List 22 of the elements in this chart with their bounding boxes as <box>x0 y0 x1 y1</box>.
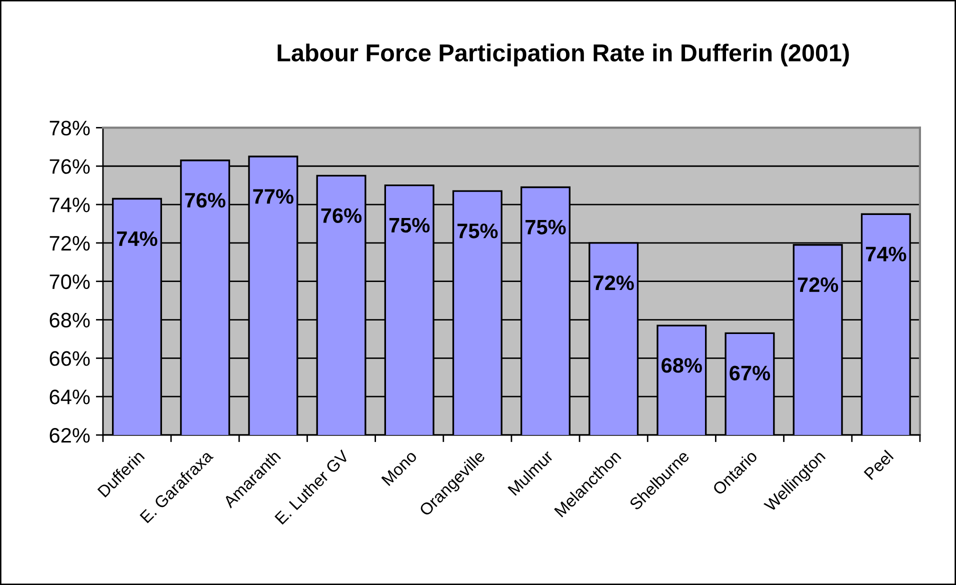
y-tick-label: 74% <box>50 198 90 212</box>
y-tick-label: 70% <box>50 274 90 290</box>
data-label: 67% <box>730 366 770 380</box>
chart-title: Labour Force Participation Rate in Dufferin (2001) <box>278 44 849 66</box>
y-tick-label: 72% <box>50 236 90 251</box>
y-tick-label: 78% <box>50 120 90 136</box>
data-label: 77% <box>253 189 294 204</box>
data-label: 68% <box>662 358 702 373</box>
data-label: 76% <box>321 208 362 223</box>
y-tick-label: 76% <box>50 159 90 174</box>
data-label: 75% <box>457 224 498 238</box>
y-tick-label: 62% <box>50 428 90 443</box>
data-label: 74% <box>117 231 158 246</box>
data-label: 72% <box>798 277 838 292</box>
data-label: 75% <box>389 218 430 233</box>
data-label: 72% <box>594 275 634 290</box>
data-label: 74% <box>866 246 906 262</box>
y-tick-label: 68% <box>50 312 90 328</box>
data-label: 75% <box>526 220 566 235</box>
data-label: 76% <box>185 192 226 208</box>
y-tick-label: 66% <box>50 351 90 366</box>
y-tick-label: 64% <box>50 390 90 404</box>
